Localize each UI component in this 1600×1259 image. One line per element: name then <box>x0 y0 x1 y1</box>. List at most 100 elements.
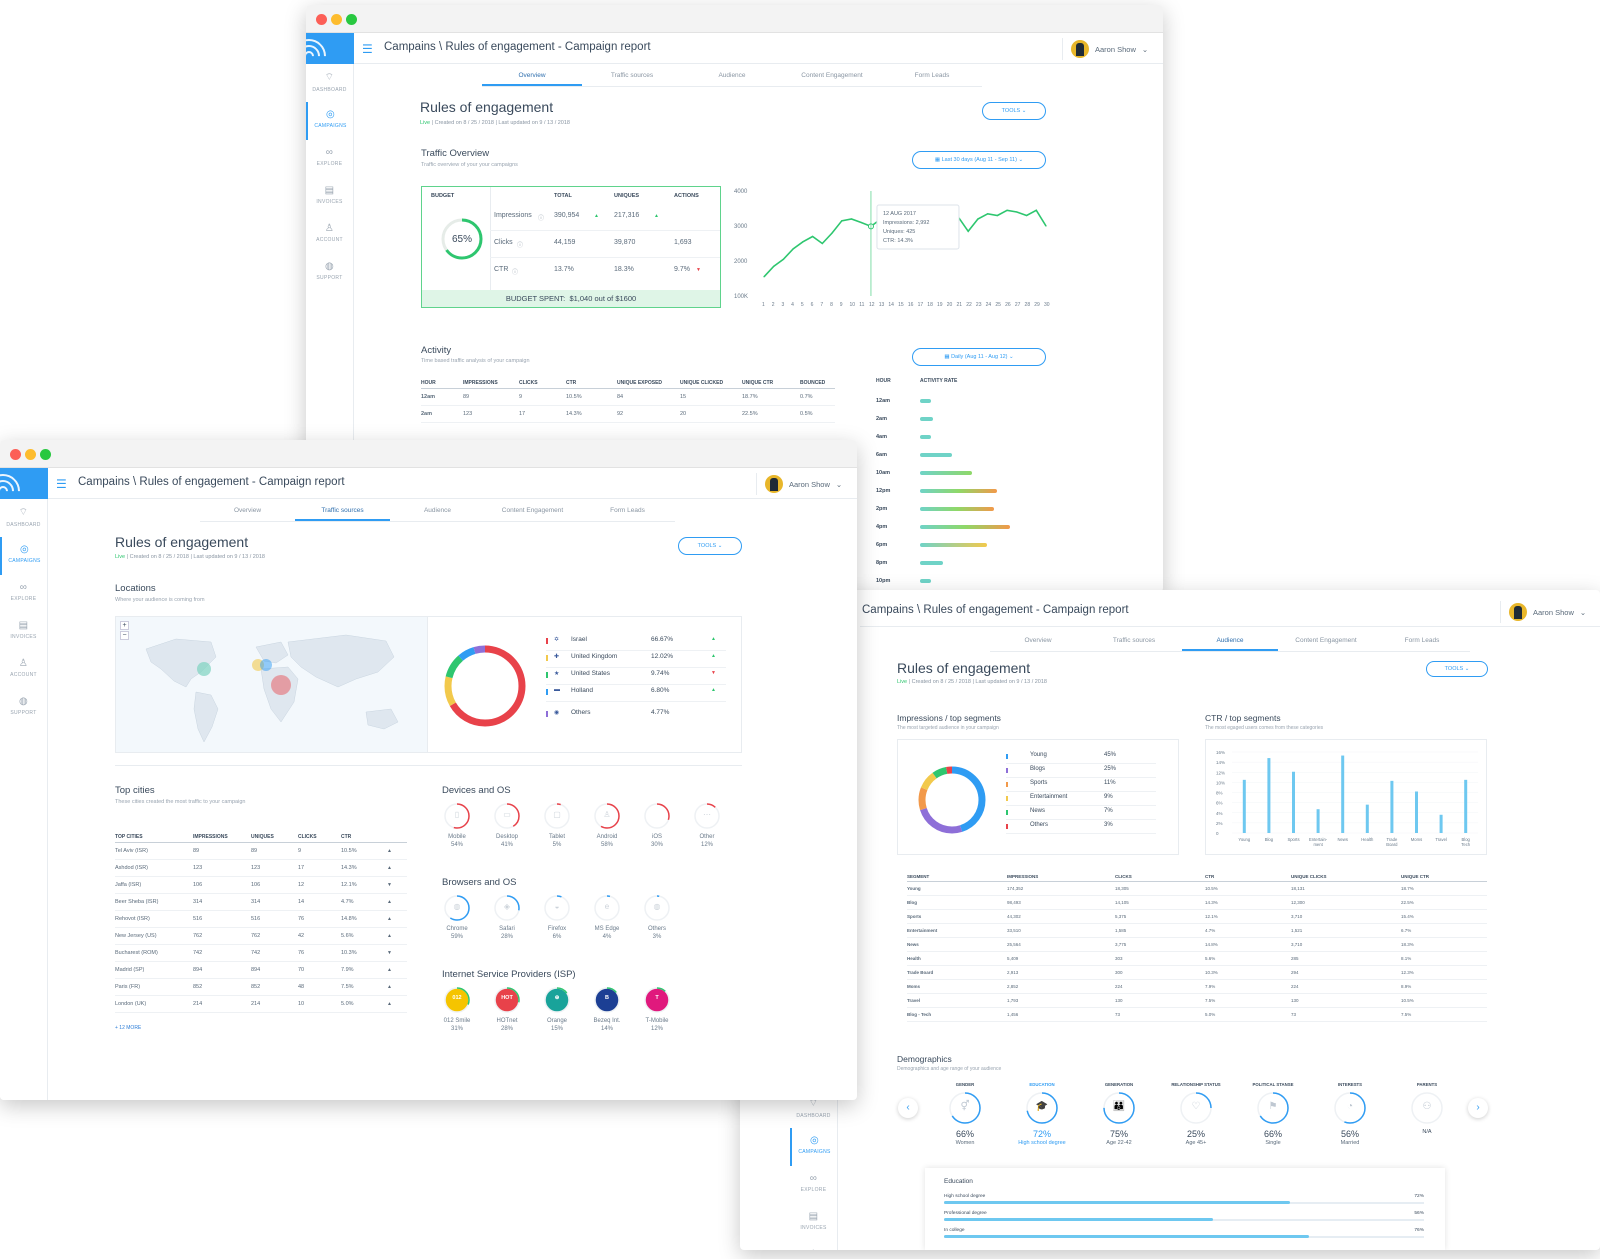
tab-form-leads[interactable]: Form Leads <box>610 507 645 514</box>
zoom-in-button[interactable]: + <box>120 621 129 630</box>
user-menu[interactable]: Aaron Show ⌄ <box>756 473 842 495</box>
sidebar-item-dashboard[interactable]: ⌔ DASHBOARD <box>306 64 353 102</box>
city-link[interactable]: Jaffa (ISR) <box>115 876 193 894</box>
list-item[interactable]: ✡ Israel 66.67% ▲ <box>546 635 726 651</box>
minimize-dot[interactable] <box>25 449 36 460</box>
demographics-next-button[interactable]: › <box>1468 1098 1488 1118</box>
browser-item[interactable]: e MS Edge 4% <box>592 894 622 949</box>
city-link[interactable]: Rehovot (ISR) <box>115 910 193 928</box>
breadcrumb-root[interactable]: Campains <box>384 41 436 53</box>
browser-item[interactable]: ◒ Firefox 6% <box>542 894 572 949</box>
donut-slice[interactable] <box>918 766 986 834</box>
sidebar-item-invoices[interactable]: ▤ INVOICES <box>0 613 47 651</box>
device-item[interactable]: ▭ Desktop 41% <box>492 802 522 857</box>
list-item[interactable]: ✚ United Kingdom 12.02% ▲ <box>546 652 726 668</box>
sidebar-item-dashboard[interactable]: ⌔ DASHBOARD <box>790 1090 837 1128</box>
bar[interactable] <box>1316 809 1320 833</box>
demographic-item[interactable]: POLITICAL STANSE ⚑ 66% Single <box>1238 1082 1308 1162</box>
date-range-select[interactable]: ▦ Last 30 days (Aug 11 - Sep 11) ⌄ <box>912 151 1046 169</box>
tab-overview[interactable]: Overview <box>1024 637 1052 644</box>
user-menu[interactable]: Aaron Show ⌄ <box>1062 38 1148 60</box>
sidebar-item-account[interactable]: ♙ACCOUNT <box>306 216 353 254</box>
sidebar-item-dashboard[interactable]: ⌔ DASHBOARD <box>0 499 47 537</box>
data-point[interactable] <box>841 220 843 222</box>
data-point[interactable] <box>850 218 853 220</box>
list-item[interactable]: ◉ Others 4.77% <box>546 708 726 722</box>
bar[interactable] <box>1365 804 1369 833</box>
donut-slice[interactable] <box>444 645 526 727</box>
data-point[interactable] <box>987 213 989 215</box>
zoom-dot[interactable] <box>346 14 357 25</box>
bar[interactable] <box>1390 780 1394 833</box>
close-dot[interactable] <box>10 449 21 460</box>
menu-icon[interactable]: ☰ <box>362 42 373 56</box>
tab-form-leads[interactable]: Form Leads <box>1404 637 1440 644</box>
sidebar-item-invoices[interactable]: ▤ INVOICES <box>790 1204 837 1242</box>
data-point[interactable] <box>1045 225 1047 227</box>
breadcrumb-root[interactable]: Campains <box>78 476 130 488</box>
device-item[interactable]: ⋯ Other 12% <box>692 802 722 857</box>
bar[interactable] <box>1464 779 1468 833</box>
sidebar-item-support[interactable]: ◍ SUPPORT <box>0 689 47 727</box>
tab-audience[interactable]: Audience <box>1182 630 1278 651</box>
tools-button[interactable]: TOOLS ⌄ <box>982 102 1046 120</box>
tab-audience[interactable]: Audience <box>718 72 746 79</box>
device-item[interactable]: ▯ Mobile 54% <box>442 802 472 857</box>
sidebar-item-explore[interactable]: ∞ EXPLORE <box>306 140 353 178</box>
data-point[interactable] <box>802 241 804 243</box>
isp-item[interactable]: HOT HOTnet 28% <box>492 986 522 1041</box>
browser-item[interactable]: ◍ Others 3% <box>642 894 672 949</box>
tab-traffic-sources[interactable]: Traffic sources <box>295 500 390 521</box>
city-link[interactable]: Ashdod (ISR) <box>115 859 193 877</box>
bar[interactable] <box>1341 755 1345 833</box>
data-point[interactable] <box>860 221 862 224</box>
menu-icon[interactable]: ☰ <box>56 477 67 491</box>
tab-traffic-sources[interactable]: Traffic sources <box>610 72 654 79</box>
tab-content-engagement[interactable]: Content Engagement <box>801 72 863 79</box>
tab-overview[interactable]: Overview <box>233 507 262 514</box>
tools-button[interactable]: TOOLS ⌄ <box>1426 661 1488 677</box>
city-link[interactable]: New Jersey (US) <box>115 927 193 945</box>
sidebar-item-support[interactable]: ◍ SUPPORT <box>306 254 353 292</box>
sidebar-item-account[interactable]: ♙ACCOUNT <box>790 1242 837 1250</box>
city-link[interactable]: Paris (FR) <box>115 978 193 996</box>
tab-audience[interactable]: Audience <box>423 507 452 514</box>
zoom-out-button[interactable]: − <box>120 631 129 640</box>
app-logo[interactable] <box>306 33 354 64</box>
info-icon[interactable]: ⓘ <box>538 216 545 222</box>
info-icon[interactable]: ⓘ <box>517 243 524 249</box>
tab-content-engagement[interactable]: Content Engagement <box>1295 637 1357 644</box>
demographic-item[interactable]: RELATIONSHIP STATUS ♡ 25% Age 45+ <box>1161 1082 1231 1162</box>
device-item[interactable]: ▢ Tablet 5% <box>542 802 572 857</box>
data-point[interactable] <box>792 248 794 250</box>
city-link[interactable]: Beer Sheba (ISR) <box>115 893 193 911</box>
browser-item[interactable]: ◈ Safari 28% <box>492 894 522 949</box>
sidebar-item-campaigns[interactable]: ◎ CAMPAIGNS <box>790 1128 837 1166</box>
data-point[interactable] <box>821 242 823 245</box>
list-item[interactable]: ★ United States 9.74% ▼ <box>546 669 726 685</box>
sidebar-item-campaigns[interactable]: ◎ CAMPAIGNS <box>306 102 353 140</box>
demographic-item[interactable]: INTERESTS ◔ 56% Married <box>1315 1082 1385 1162</box>
close-dot[interactable] <box>316 14 327 25</box>
data-point[interactable] <box>1035 209 1037 211</box>
tab-overview[interactable]: Overview <box>482 65 582 86</box>
demographics-prev-button[interactable]: ‹ <box>898 1098 918 1118</box>
user-menu[interactable]: Aaron Show ⌄ <box>1500 601 1586 623</box>
isp-item[interactable]: B Bezeq Int. 14% <box>592 986 622 1041</box>
demographic-item[interactable]: GENDER ⚥ 66% Women <box>930 1082 1000 1162</box>
city-link[interactable]: Tel Aviv (ISR) <box>115 842 193 860</box>
city-link[interactable]: Madrid (SP) <box>115 961 193 979</box>
data-point[interactable] <box>763 276 765 278</box>
more-cities-link[interactable]: + 12 MORE <box>115 1025 142 1031</box>
device-item[interactable]: ♙ Android 58% <box>592 802 622 857</box>
data-point[interactable] <box>967 230 969 232</box>
isp-item[interactable]: T T-Mobile 12% <box>642 986 672 1041</box>
isp-item[interactable]: 012 012 Smile 31% <box>442 986 472 1041</box>
sidebar-item-explore[interactable]: ∞ EXPLORE <box>0 575 47 613</box>
tab-form-leads[interactable]: Form Leads <box>914 72 950 79</box>
tools-button[interactable]: TOOLS ⌄ <box>678 537 742 555</box>
minimize-dot[interactable] <box>331 14 342 25</box>
activity-range-select[interactable]: ▦ Daily (Aug 11 - Aug 12) ⌄ <box>912 348 1046 366</box>
donut-slice[interactable] <box>444 645 526 727</box>
demographic-item[interactable]: PARENTS ⚇ N/A <box>1392 1082 1462 1162</box>
